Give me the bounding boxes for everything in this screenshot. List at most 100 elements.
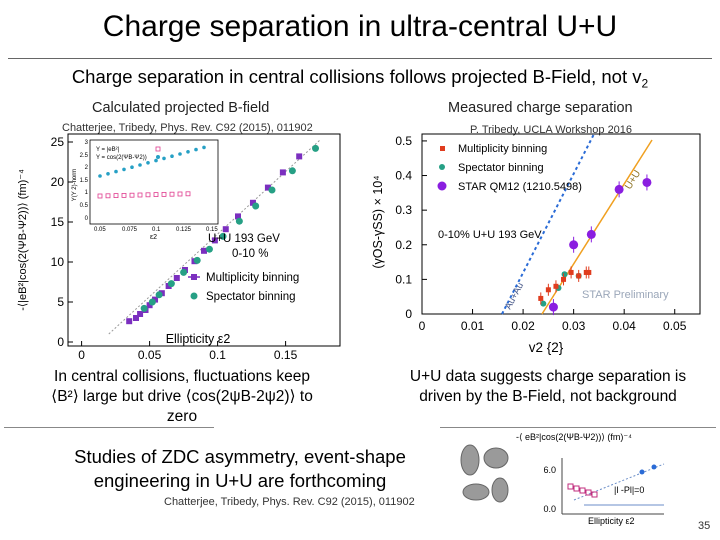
right-xtick-label: 0.04 — [613, 319, 637, 333]
inset-ytick-3: 3 — [85, 140, 89, 146]
right-spectator-point — [540, 300, 547, 307]
inset-ytick-2-5: 2.5 — [80, 153, 89, 159]
inset-ytick-0-5: 0.5 — [80, 203, 89, 209]
inset-point-cos — [154, 158, 158, 163]
title-divider — [8, 58, 712, 59]
right-legend-spectator-symbol — [439, 164, 445, 170]
right-ytick-label: 0.4 — [395, 169, 412, 183]
inset-point-eb2 — [161, 192, 167, 197]
left-multiplicity-point — [165, 283, 172, 289]
right-multiplicity-point — [561, 276, 567, 282]
right-text-divider — [440, 427, 716, 428]
inset-ytick-2: 2 — [85, 165, 89, 171]
right-conclusion-line-2: driven by the B-Field, not background — [419, 388, 677, 405]
right-y-axis-label: (γOS-γSS) × 10⁴ — [371, 175, 385, 268]
left-y-ticks: 0 5 10 15 20 25 — [51, 135, 73, 349]
right-multiplicity-point — [576, 273, 582, 279]
thumb-ytick-2: 0.0 — [543, 504, 556, 514]
thumb-point — [579, 487, 586, 494]
right-spectator-point — [561, 271, 568, 278]
right-multiplicity-point — [586, 269, 592, 275]
left-ytick-label: 5 — [57, 295, 64, 309]
thumb-point — [585, 489, 592, 496]
inset-xlabel: ε2 — [150, 234, 157, 241]
inset-ytick-0: 0 — [85, 216, 89, 222]
left-xtick-label: 0.05 — [138, 348, 162, 360]
thumbnail-plot: -⟨ eB²|cos(2(ΨB-Ψ2))⟩ (fm)⁻⁴ 6.0 0.0 |l … — [516, 432, 665, 526]
inset-point-eb2 — [177, 191, 183, 197]
left-spectator-point — [268, 186, 276, 194]
inset-point-eb2 — [113, 193, 119, 198]
right-legend-multiplicity: Multiplicity binning — [458, 143, 547, 155]
left-multiplicity-point — [222, 226, 229, 233]
inset-point-cos — [98, 174, 102, 178]
right-xtick-label: 0.01 — [461, 319, 485, 333]
right-xtick-label: 0 — [419, 319, 426, 333]
left-multiplicity-point — [249, 199, 256, 206]
inset-point-eb2 — [169, 191, 175, 197]
right-qm12-point — [548, 302, 558, 312]
right-qm12-point — [642, 177, 652, 187]
left-text-divider — [4, 427, 214, 428]
outlook-line-2: engineering in U+U are forthcoming — [93, 470, 387, 491]
subtitle-text: Charge separation in central collisions … — [71, 66, 642, 87]
auau-baseline-line — [501, 133, 595, 315]
nucleus-shape-3 — [462, 483, 490, 501]
inset-point-cos — [146, 161, 150, 165]
inset-point-cos — [170, 154, 174, 158]
right-multiplicity-point — [545, 287, 551, 293]
slide-title: Charge separation in ultra-central U+U — [102, 10, 618, 43]
inset-point-eb2 — [137, 192, 143, 198]
right-y-ticks: 0 0.1 0.2 0.3 0.4 0.5 — [395, 134, 427, 321]
right-legend-qm12: STAR QM12 (1210.5498) — [458, 181, 582, 193]
uu-baseline-line — [541, 139, 653, 315]
inset-point-cos — [202, 145, 206, 150]
inset-point-cos — [106, 172, 110, 176]
left-annotation-centrality: 0-10 % — [232, 248, 268, 260]
inset-point-eb2 — [97, 193, 103, 199]
inset-point-cos — [178, 152, 182, 156]
inset-frame — [89, 139, 219, 225]
left-multiplicity-point — [201, 247, 207, 254]
inset-ylabel: Y(Y 2)-norm — [72, 169, 78, 202]
left-spectator-point — [193, 256, 201, 264]
slide-number: 35 — [698, 520, 711, 532]
left-annotation-system: U+U 193 GeV — [208, 233, 280, 245]
right-conclusion-text: U+U data suggests charge separation is d… — [380, 367, 716, 407]
right-charge-sep-chart: 0 0.1 0.2 0.3 0.4 0.5 0 0.01 0.02 0.03 0.04 0.05 U… — [371, 133, 701, 355]
uu-line-label: U+U — [623, 169, 643, 192]
left-spectator-point — [148, 298, 156, 306]
left-panel-reference: Chatterjee, Tribedy, Phys. Rev. C92 (201… — [62, 122, 313, 134]
inset-point-cos — [122, 167, 126, 172]
left-conclusion-line-2: ⟨B²⟩ large but drive ⟨cos(2ψB-2ψ2)⟩ to — [51, 388, 313, 405]
inset-xtick-3: 0.1 — [152, 227, 161, 233]
left-multiplicity-point — [211, 237, 218, 244]
thumb-point — [639, 469, 645, 475]
left-ytick-label: 20 — [51, 175, 65, 189]
nucleus-shape-2 — [483, 447, 509, 469]
left-multiplicity-point — [126, 318, 133, 325]
right-panel-reference: P. Tribedy, UCLA Workshop 2016 — [470, 124, 633, 136]
right-legend-multiplicity-symbol — [440, 146, 445, 151]
right-x-axis-label: v2 {2} — [529, 340, 564, 355]
right-qm12-point — [569, 240, 579, 250]
right-data-points — [538, 174, 652, 316]
left-spectator-point — [180, 268, 188, 276]
thumb-point — [573, 485, 580, 492]
right-plot-frame — [421, 133, 701, 315]
right-ytick-label: 0 — [405, 307, 412, 321]
left-spectator-point — [167, 280, 175, 288]
inset-point-eb2 — [153, 192, 159, 197]
inset-data-points — [97, 145, 206, 199]
right-x-ticks: 0 0.01 0.02 0.03 0.04 0.05 — [419, 309, 687, 333]
thumb-note: |l -Pl|=0 — [614, 485, 644, 495]
left-xtick-label: 0 — [78, 348, 85, 360]
left-conclusion-line-1: In central collisions, fluctuations keep — [54, 368, 310, 385]
left-spectator-point — [235, 217, 243, 225]
left-data-points — [108, 140, 320, 335]
right-qm12-point — [614, 184, 624, 194]
auau-line-label: Au+Au — [503, 281, 526, 312]
inset-xtick-2: 0.075 — [122, 227, 138, 233]
right-multiplicity-point — [583, 269, 589, 275]
